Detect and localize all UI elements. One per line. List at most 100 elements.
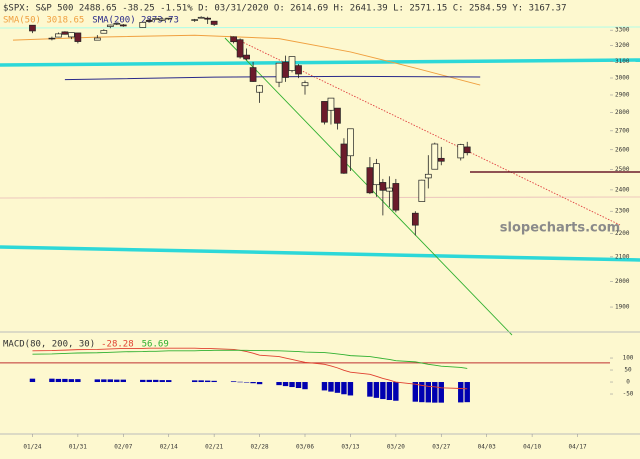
histogram-bar	[243, 382, 250, 383]
histogram-bar	[373, 382, 380, 398]
histogram-bar	[256, 382, 263, 385]
histogram-bar	[140, 379, 146, 383]
x-tick-label: 03/13	[341, 444, 359, 451]
trendline	[0, 58, 640, 67]
legend-entry: 56.69	[142, 340, 169, 350]
histogram-bar	[289, 382, 295, 388]
histogram-bar	[412, 382, 419, 402]
histogram-bar	[341, 382, 347, 395]
candle-body	[301, 82, 309, 87]
candle-body	[457, 144, 465, 159]
candle-body	[61, 31, 69, 35]
candle-body	[152, 17, 160, 21]
y-tick-label: -50	[623, 391, 634, 398]
legend-entry: SMA(200) 2873.73	[92, 16, 179, 26]
histogram-bar	[114, 379, 120, 383]
candle-body	[418, 179, 426, 202]
candle-body	[191, 19, 199, 21]
candle-body	[288, 56, 296, 71]
candle-body	[275, 62, 283, 83]
candle-body	[113, 23, 121, 25]
candle-body	[230, 36, 237, 43]
candle-body	[392, 183, 400, 211]
histogram-bar	[159, 380, 165, 383]
candle-body	[158, 18, 166, 21]
candle-body	[243, 54, 250, 60]
histogram-bar	[62, 378, 68, 383]
y-tick-label: 2300	[615, 208, 630, 215]
x-tick-label: 04/17	[569, 444, 587, 451]
histogram-bar	[334, 382, 341, 393]
trendline	[0, 26, 640, 29]
candle-body	[256, 85, 263, 93]
watermark: slopecharts.com	[500, 221, 620, 236]
candle-body	[165, 17, 173, 20]
histogram-bar	[55, 378, 62, 383]
y-tick-label: 0	[626, 379, 630, 386]
y-tick-label: 3200	[615, 42, 630, 49]
candle-body	[340, 143, 348, 174]
histogram-bar	[328, 382, 334, 392]
y-tick-label: 2500	[615, 166, 630, 173]
macd-line	[32, 347, 468, 390]
x-tick-label: 03/06	[296, 444, 314, 451]
y-tick-label: 100	[623, 355, 634, 362]
candle-body	[210, 20, 218, 25]
macd-title: MACD(80, 200, 30)	[3, 340, 95, 350]
histogram-bar	[49, 378, 55, 383]
candle-body	[282, 61, 289, 78]
candle-body	[145, 20, 153, 22]
histogram-bar	[276, 382, 282, 386]
x-tick-label: 02/28	[251, 444, 269, 451]
candle-body	[204, 17, 212, 20]
candle-body	[29, 24, 36, 32]
histogram-bar	[191, 380, 198, 383]
histogram-bar	[237, 381, 243, 383]
candle-body	[347, 128, 354, 157]
histogram-bar	[250, 382, 256, 384]
histogram-bar	[107, 379, 114, 383]
histogram-bar	[432, 382, 438, 403]
x-tick-label: 02/21	[205, 444, 223, 451]
candle-body	[373, 163, 380, 186]
histogram-bar	[230, 381, 237, 383]
macd-line	[32, 349, 468, 369]
histogram-bar	[347, 382, 354, 396]
y-tick-label: 50	[624, 367, 632, 374]
trendline	[0, 245, 640, 262]
x-tick-label: 04/10	[523, 444, 541, 451]
histogram-bar	[211, 380, 217, 383]
candle-body	[386, 187, 393, 192]
candle-body	[327, 97, 335, 111]
candle-body	[48, 37, 56, 40]
histogram-bar	[153, 379, 159, 383]
candle-body	[295, 65, 302, 75]
candle-body	[106, 24, 114, 27]
histogram-bar	[367, 382, 373, 397]
x-tick-label: 01/31	[69, 444, 87, 451]
candle-body	[93, 37, 101, 41]
candle-body	[119, 24, 127, 27]
histogram-bar	[75, 379, 81, 383]
x-tick-label: 04/03	[478, 444, 496, 451]
candle-body	[100, 30, 108, 34]
histogram-bar	[393, 382, 399, 401]
candle-body	[249, 67, 257, 82]
y-tick-label: 2400	[615, 186, 630, 193]
y-tick-label: 3300	[615, 27, 630, 34]
y-tick-label: 3000	[615, 74, 630, 81]
histogram-bar	[282, 382, 289, 387]
histogram-bar	[425, 382, 431, 403]
y-tick-label: 2700	[615, 127, 630, 134]
candle-body	[366, 167, 374, 194]
candle-body	[74, 32, 82, 42]
x-tick-label: 02/14	[160, 444, 178, 451]
y-tick-label: 2800	[615, 109, 630, 116]
candle-body	[334, 107, 341, 124]
histogram-bar	[166, 380, 172, 383]
histogram-bar	[68, 379, 75, 383]
candle-body	[463, 146, 471, 154]
y-tick-label: 2900	[615, 91, 630, 98]
